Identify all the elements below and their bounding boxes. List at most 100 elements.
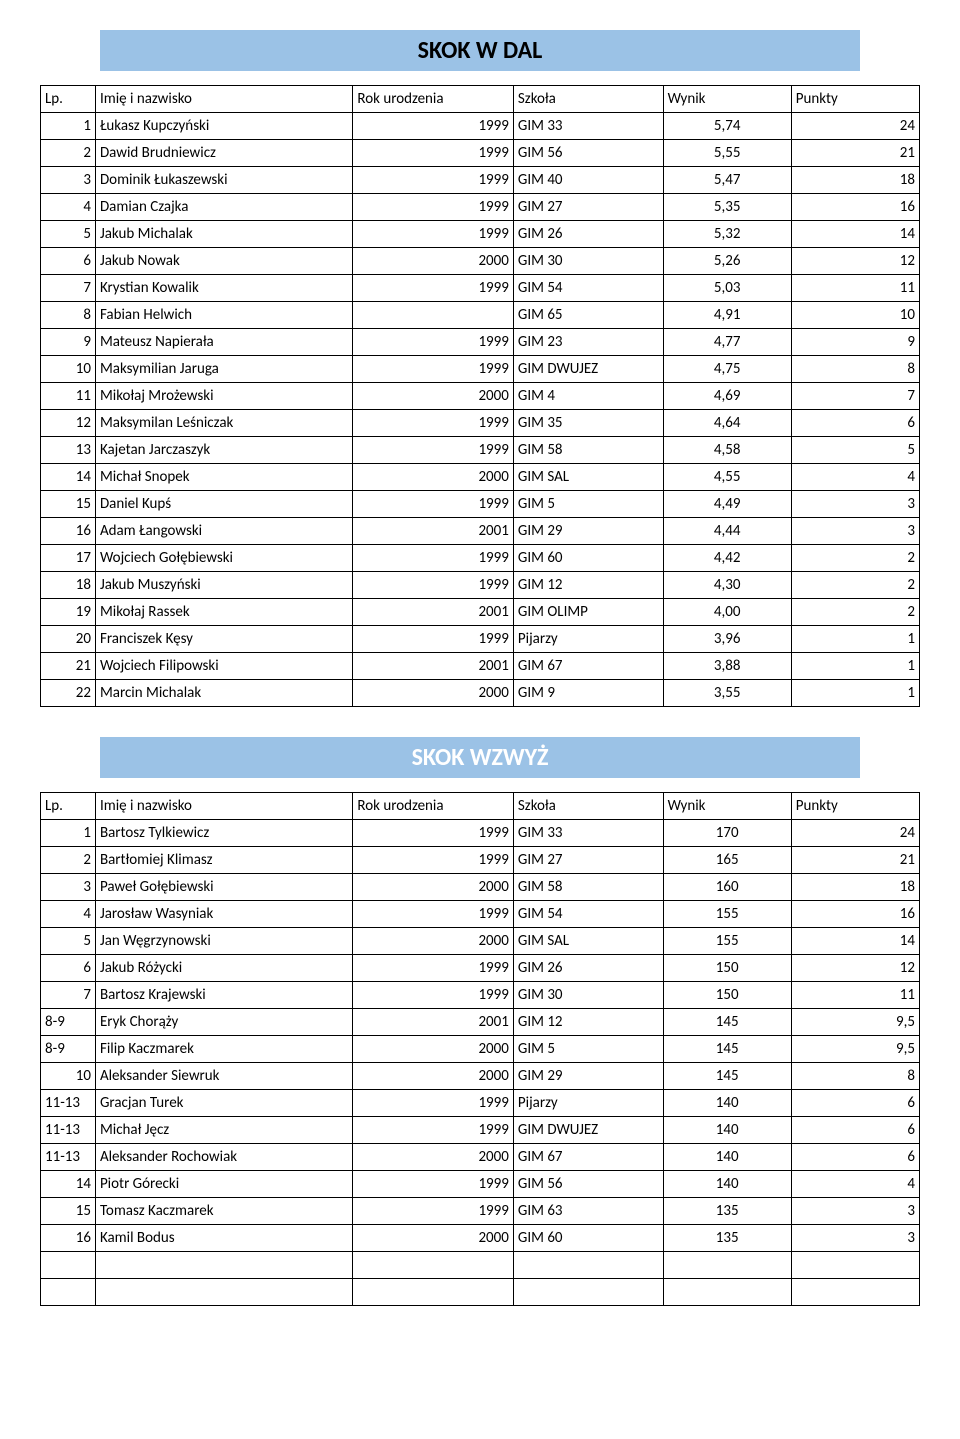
cell-result: 140: [663, 1171, 791, 1198]
table-header-row: Lp.Imię i nazwiskoRok urodzeniaSzkołaWyn…: [41, 86, 920, 113]
table-row: 15Daniel Kupś1999GIM 54,493: [41, 491, 920, 518]
cell-year: 1999: [353, 626, 514, 653]
cell-school: GIM 35: [513, 410, 663, 437]
cell-points: 9,5: [791, 1009, 919, 1036]
table-row: 5Jan Węgrzynowski2000GIM SAL15514: [41, 928, 920, 955]
cell-points: 1: [791, 626, 919, 653]
cell-name: Fabian Helwich: [95, 302, 352, 329]
table-row: 19Mikołaj Rassek2001GIM OLIMP4,002: [41, 599, 920, 626]
cell-points: 21: [791, 847, 919, 874]
cell-lp: 6: [41, 248, 96, 275]
cell-school: GIM OLIMP: [513, 599, 663, 626]
cell-school: GIM 5: [513, 1036, 663, 1063]
cell-lp: 7: [41, 982, 96, 1009]
cell-name: Kamil Bodus: [95, 1225, 352, 1252]
table-row: 1Bartosz Tylkiewicz1999GIM 3317024: [41, 820, 920, 847]
cell-points: 11: [791, 982, 919, 1009]
cell-school: GIM 54: [513, 275, 663, 302]
cell-name: Krystian Kowalik: [95, 275, 352, 302]
cell-year: 1999: [353, 982, 514, 1009]
cell-school: GIM 23: [513, 329, 663, 356]
cell-lp: 15: [41, 491, 96, 518]
table-header-row: Lp.Imię i nazwiskoRok urodzeniaSzkołaWyn…: [41, 793, 920, 820]
cell-name: Piotr Górecki: [95, 1171, 352, 1198]
cell-school: GIM 40: [513, 167, 663, 194]
cell-result: 5,32: [663, 221, 791, 248]
table-row: 16Adam Łangowski2001GIM 294,443: [41, 518, 920, 545]
table-row: 8Fabian HelwichGIM 654,9110: [41, 302, 920, 329]
cell-result: 3,96: [663, 626, 791, 653]
cell-result: 4,44: [663, 518, 791, 545]
cell-result: 135: [663, 1198, 791, 1225]
cell-name: Filip Kaczmarek: [95, 1036, 352, 1063]
table-row: 2Bartłomiej Klimasz1999GIM 2716521: [41, 847, 920, 874]
cell-year: 2000: [353, 248, 514, 275]
cell-year: 1999: [353, 572, 514, 599]
cell-year: 1999: [353, 113, 514, 140]
cell-points: 4: [791, 464, 919, 491]
cell-name: Daniel Kupś: [95, 491, 352, 518]
cell-year: 1999: [353, 1090, 514, 1117]
cell-lp: 17: [41, 545, 96, 572]
cell-points: 24: [791, 113, 919, 140]
cell-year: 2000: [353, 1225, 514, 1252]
cell-name: Mikołaj Rassek: [95, 599, 352, 626]
cell-empty: [513, 1279, 663, 1306]
cell-points: 6: [791, 410, 919, 437]
cell-points: 5: [791, 437, 919, 464]
cell-school: GIM 33: [513, 113, 663, 140]
table-row-empty: [41, 1279, 920, 1306]
cell-year: 1999: [353, 955, 514, 982]
cell-points: 6: [791, 1144, 919, 1171]
cell-points: 12: [791, 248, 919, 275]
cell-result: 3,88: [663, 653, 791, 680]
cell-lp: 2: [41, 140, 96, 167]
cell-name: Maksymilian Jaruga: [95, 356, 352, 383]
cell-year: 1999: [353, 847, 514, 874]
cell-name: Jakub Muszyński: [95, 572, 352, 599]
table-row: 6Jakub Różycki1999GIM 2615012: [41, 955, 920, 982]
cell-points: 16: [791, 194, 919, 221]
cell-result: 4,42: [663, 545, 791, 572]
cell-points: 8: [791, 356, 919, 383]
cell-name: Wojciech Filipowski: [95, 653, 352, 680]
cell-empty: [353, 1252, 514, 1279]
table-row: 5Jakub Michalak1999GIM 265,3214: [41, 221, 920, 248]
cell-result: 135: [663, 1225, 791, 1252]
table-row: 22Marcin Michalak2000GIM 93,551: [41, 680, 920, 707]
table-row: 11-13Michał Jęcz1999GIM DWUJEZ1406: [41, 1117, 920, 1144]
cell-year: 2000: [353, 1144, 514, 1171]
cell-points: 1: [791, 653, 919, 680]
cell-year: 1999: [353, 329, 514, 356]
cell-year: 2001: [353, 653, 514, 680]
table-row: 13Kajetan Jarczaszyk1999GIM 584,585: [41, 437, 920, 464]
cell-lp: 1: [41, 820, 96, 847]
col-header-year: Rok urodzenia: [353, 86, 514, 113]
results-table: Lp.Imię i nazwiskoRok urodzeniaSzkołaWyn…: [40, 85, 920, 707]
cell-result: 5,03: [663, 275, 791, 302]
table-row: 8-9Eryk Chorąży2001GIM 121459,5: [41, 1009, 920, 1036]
cell-school: GIM 30: [513, 982, 663, 1009]
col-header-name: Imię i nazwisko: [95, 86, 352, 113]
cell-result: 4,75: [663, 356, 791, 383]
cell-school: GIM 30: [513, 248, 663, 275]
cell-lp: 10: [41, 1063, 96, 1090]
cell-school: GIM 5: [513, 491, 663, 518]
cell-name: Michał Snopek: [95, 464, 352, 491]
cell-name: Michał Jęcz: [95, 1117, 352, 1144]
cell-school: GIM 4: [513, 383, 663, 410]
table-row: 9Mateusz Napierała1999GIM 234,779: [41, 329, 920, 356]
cell-lp: 8: [41, 302, 96, 329]
cell-empty: [663, 1252, 791, 1279]
cell-points: 16: [791, 901, 919, 928]
cell-school: GIM 67: [513, 1144, 663, 1171]
cell-points: 3: [791, 491, 919, 518]
cell-school: Pijarzy: [513, 626, 663, 653]
cell-name: Łukasz Kupczyński: [95, 113, 352, 140]
cell-empty: [41, 1252, 96, 1279]
cell-school: GIM 65: [513, 302, 663, 329]
table-row: 15Tomasz Kaczmarek1999GIM 631353: [41, 1198, 920, 1225]
cell-lp: 2: [41, 847, 96, 874]
col-header-name: Imię i nazwisko: [95, 793, 352, 820]
cell-school: GIM SAL: [513, 928, 663, 955]
